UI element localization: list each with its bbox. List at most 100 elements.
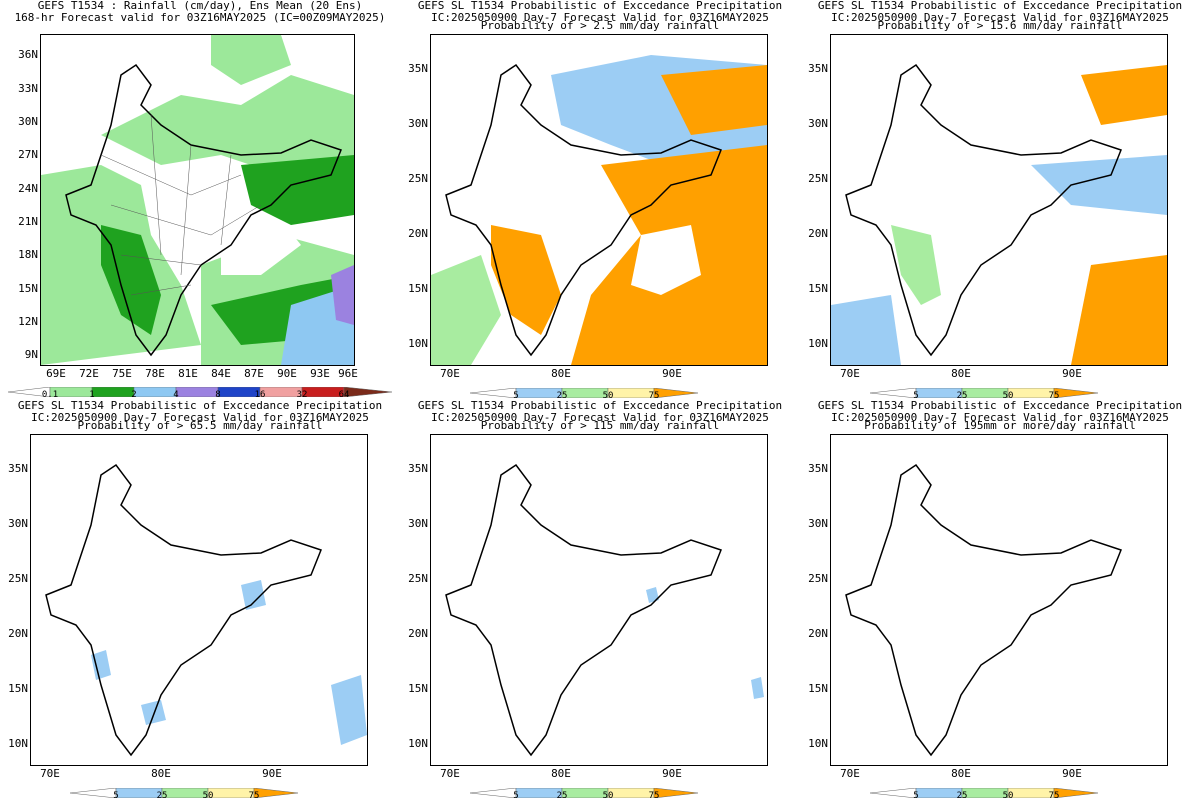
colorbar-swatch <box>1053 387 1099 399</box>
colorbar-label: 50 <box>602 791 614 801</box>
colorbar-label: 1 <box>89 390 95 400</box>
lon-tick-label: 90E <box>662 367 682 380</box>
lat-tick-label: 25N <box>408 172 428 185</box>
lat-tick-label: 20N <box>8 627 28 640</box>
colorbar-label: 0.1 <box>41 390 59 400</box>
prob-shading <box>431 55 767 365</box>
colorbar-label: 75 <box>1048 791 1060 801</box>
lat-tick-label: 35N <box>808 462 828 475</box>
panel-title-line1: GEFS SL T1534 Probabilistic of Exccedanc… <box>817 0 1183 12</box>
panel-title-line1: GEFS T1534 : Rainfall (cm/day), Ens Mean… <box>37 0 363 12</box>
colorbar-label: 16 <box>254 390 266 400</box>
colorbar-swatch <box>653 787 699 799</box>
lat-tick-label: 25N <box>808 572 828 585</box>
colorbar-label: 75 <box>248 791 260 801</box>
colorbar-swatches <box>869 787 1099 799</box>
lat-tick-label: 35N <box>408 462 428 475</box>
probability-map <box>431 35 767 365</box>
lon-tick-label: 70E <box>840 367 860 380</box>
panel-title-line3: Probability of > 115 mm/day rainfall <box>480 419 720 432</box>
lon-tick-label: 80E <box>151 767 171 780</box>
panel-prob-65-5mm: GEFS SL T1534 Probabilistic of Exccedanc… <box>0 400 400 801</box>
probability-map <box>431 435 767 765</box>
colorbar-label: 25 <box>956 391 968 401</box>
panel-title-line2: IC:2025050900 Day-7 Forecast Valid for 0… <box>431 11 769 24</box>
panel-title-line1: GEFS SL T1534 Probabilistic of Exccedanc… <box>417 0 783 12</box>
rain-area-light-green-north <box>101 75 354 175</box>
lon-tick-label: 90E <box>1062 767 1082 780</box>
colorbar-label: 25 <box>556 391 568 401</box>
colorbar-swatch <box>1053 787 1099 799</box>
colorbar: 0.1 1 2 4 8 16 32 64 <box>7 382 393 400</box>
lat-tick-label: 25N <box>8 572 28 585</box>
colorbar-label: 25 <box>556 791 568 801</box>
lat-tick-label: 10N <box>408 337 428 350</box>
map-frame <box>30 434 368 766</box>
colorbar-label: 75 <box>648 391 660 401</box>
panel-prob-15-6mm: GEFS SL T1534 Probabilistic of Exccedanc… <box>800 0 1200 401</box>
lon-tick-label: 87E <box>244 367 264 380</box>
lon-tick-label: 84E <box>211 367 231 380</box>
map-frame <box>830 34 1168 366</box>
country-outline <box>65 63 342 357</box>
lat-tick-label: 35N <box>408 62 428 75</box>
lon-tick-label: 96E <box>338 367 358 380</box>
colorbar-label: 5 <box>913 791 919 801</box>
panel-prob-115mm: GEFS SL T1534 Probabilistic of Exccedanc… <box>400 400 800 801</box>
colorbar: 5 25 50 75 <box>69 783 299 801</box>
lon-tick-label: 69E <box>46 367 66 380</box>
white-gap <box>221 220 301 275</box>
colorbar-label: 2 <box>131 390 137 400</box>
panel-title-line1: GEFS SL T1534 Probabilistic of Exccedanc… <box>817 399 1183 412</box>
lon-tick-label: 90E <box>662 767 682 780</box>
lat-tick-label: 20N <box>408 627 428 640</box>
colorbar-label: 25 <box>156 791 168 801</box>
lon-tick-label: 70E <box>440 367 460 380</box>
colorbar-label: 50 <box>1002 791 1014 801</box>
panel-ensemble-mean: GEFS T1534 : Rainfall (cm/day), Ens Mean… <box>0 0 400 400</box>
lon-tick-label: 70E <box>40 767 60 780</box>
country-outline <box>845 463 1122 757</box>
map-frame <box>430 434 768 766</box>
lat-tick-label: 25N <box>808 172 828 185</box>
country-outline <box>45 463 322 757</box>
colorbar-swatch <box>253 787 299 799</box>
lon-tick-label: 78E <box>145 367 165 380</box>
lon-tick-label: 75E <box>112 367 132 380</box>
panel-prob-195mm: GEFS SL T1534 Probabilistic of Exccedanc… <box>800 399 1200 801</box>
colorbar-label: 5 <box>513 791 519 801</box>
panel-title-line2: IC:2025050900 Day-7 Forecast Valid for 0… <box>831 11 1169 24</box>
colorbar-swatch <box>653 387 699 399</box>
lon-tick-label: 90E <box>262 767 282 780</box>
colorbar-label: 8 <box>215 390 221 400</box>
country-outline <box>445 463 722 757</box>
lon-tick-label: 70E <box>440 767 460 780</box>
rain-area-green-ghats <box>101 225 161 335</box>
colorbar-swatches <box>869 387 1099 399</box>
dry-area-bay <box>221 220 301 275</box>
lon-tick-label: 80E <box>951 367 971 380</box>
lat-tick-label: 30N <box>808 117 828 130</box>
lat-tick-label: 15N <box>808 282 828 295</box>
lat-tick-label: 30N <box>8 517 28 530</box>
lat-tick-label: 30N <box>408 517 428 530</box>
colorbar-label: 5 <box>513 391 519 401</box>
country-outline <box>845 63 1122 357</box>
panel-title-line3: Probability of > 15.6 mm/day rainfall <box>877 19 1123 32</box>
lat-tick-label: 35N <box>808 62 828 75</box>
lat-tick-label: 15N <box>18 282 38 295</box>
panel-prob-2-5mm: GEFS SL T1534 Probabilistic of Exccedanc… <box>400 0 800 401</box>
colorbar: 5 25 50 75 <box>469 383 699 401</box>
district-boundaries <box>100 114 262 296</box>
lat-tick-label: 30N <box>18 115 38 128</box>
country-outline <box>445 63 722 357</box>
prob-shading <box>646 587 764 699</box>
rain-area-purple <box>331 265 354 325</box>
lat-tick-label: 15N <box>8 682 28 695</box>
panel-title-line2: IC:2025050900 Day-7 Forecast Valid for 0… <box>31 411 369 424</box>
lat-tick-label: 25N <box>408 572 428 585</box>
lat-tick-label: 20N <box>808 227 828 240</box>
lat-tick-label: 15N <box>408 682 428 695</box>
prob-shading <box>831 65 1167 365</box>
panel-title-line2: IC:2025050900 Day-7 Forecast Valid for 0… <box>831 411 1169 424</box>
